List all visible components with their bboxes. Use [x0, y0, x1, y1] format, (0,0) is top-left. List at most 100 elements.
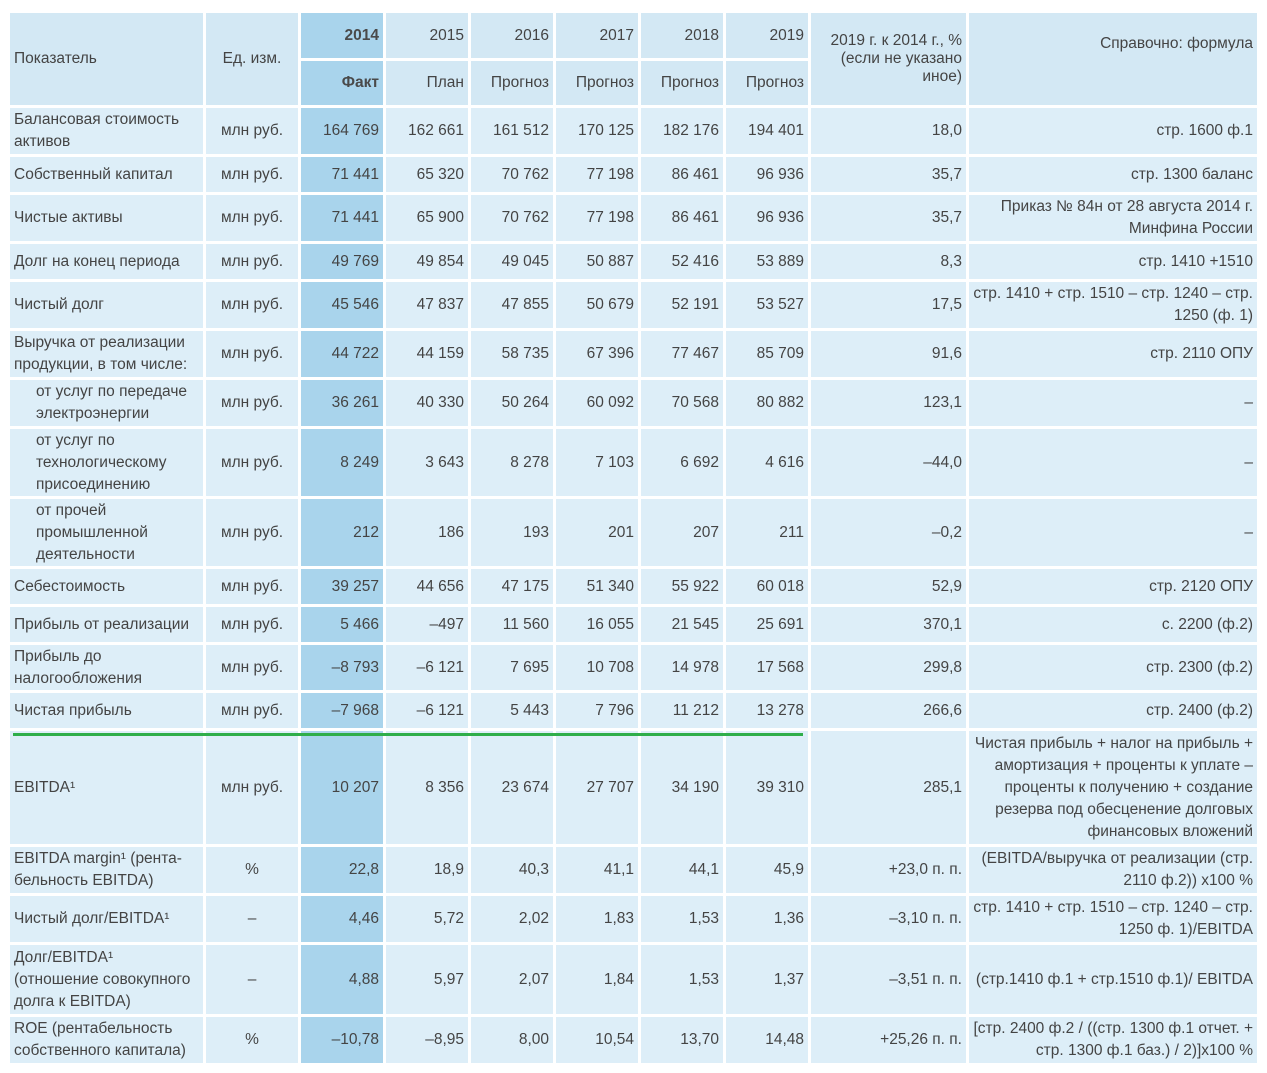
row-value-2014: 8 249 — [301, 429, 383, 496]
row-value-2017: 50 679 — [556, 282, 638, 328]
row-value-2017: 1,83 — [556, 896, 638, 942]
row-value-2015: 5,72 — [386, 896, 468, 942]
table-row: Собственный капитал млн руб. 71 441 65 320 7… — [10, 157, 1257, 192]
row-value-2016: 2,02 — [471, 896, 553, 942]
row-value-2017: 77 198 — [556, 195, 638, 241]
row-value-2018: 13,70 — [641, 1017, 723, 1063]
row-value-2018: 1,53 — [641, 945, 723, 1014]
row-indicator: Долг на конец периода — [10, 244, 203, 279]
row-unit: млн руб. — [206, 607, 298, 642]
row-value-2014: 5 466 — [301, 607, 383, 642]
row-unit: млн руб. — [206, 569, 298, 604]
row-formula: – — [969, 499, 1257, 566]
row-formula: стр. 1410 + стр. 1510 – стр. 1240 – стр.… — [969, 282, 1257, 328]
row-change: +25,26 п. п. — [811, 1017, 966, 1063]
row-value-2017: 51 340 — [556, 569, 638, 604]
row-formula: – — [969, 429, 1257, 496]
row-value-2016: 161 512 — [471, 108, 553, 154]
row-value-2019: 53 889 — [726, 244, 808, 279]
row-value-2019: 1,36 — [726, 896, 808, 942]
row-value-2014: 10 207 — [301, 731, 383, 844]
header-year-2018: 2018 — [641, 13, 723, 58]
row-value-2016: 5 443 — [471, 693, 553, 728]
row-change: 266,6 — [811, 693, 966, 728]
row-change: –3,51 п. п. — [811, 945, 966, 1014]
row-value-2019: 211 — [726, 499, 808, 566]
table-row: Чистая прибыль млн руб. –7 968 –6 121 5 443 7… — [10, 693, 1257, 728]
row-value-2016: 49 045 — [471, 244, 553, 279]
row-indicator: Чистая прибыль — [10, 693, 203, 728]
row-value-2015: 40 330 — [386, 380, 468, 426]
row-value-2019: 4 616 — [726, 429, 808, 496]
row-value-2018: 55 922 — [641, 569, 723, 604]
row-value-2014: 22,8 — [301, 847, 383, 893]
row-unit: % — [206, 847, 298, 893]
row-value-2015: –6 121 — [386, 645, 468, 690]
highlight-underline — [13, 733, 803, 736]
row-indicator: от прочей промышленной деятельности — [10, 499, 203, 566]
row-value-2015: 65 320 — [386, 157, 468, 192]
table-row: Чистый долг/EBITDA¹ –4,46 5,72 2,02 1,83 1,53… — [10, 896, 1257, 942]
table-row: EBITDA¹ млн руб. 10 207 8 356 23 674 27 707 34… — [10, 731, 1257, 844]
row-value-2018: 52 191 — [641, 282, 723, 328]
row-unit: млн руб. — [206, 693, 298, 728]
header-type-2018: Прогноз — [641, 61, 723, 105]
row-indicator: Балансовая стоимость активов — [10, 108, 203, 154]
row-indicator: Выручка от реализации продукции, в том ч… — [10, 331, 203, 377]
row-value-2015: 44 159 — [386, 331, 468, 377]
row-indicator: Себестоимость — [10, 569, 203, 604]
table-row: Выручка от реализации продукции, в том ч… — [10, 331, 1257, 377]
row-value-2015: 49 854 — [386, 244, 468, 279]
header-change: 2019 г. к 2014 г., % (если не указано ин… — [811, 13, 966, 105]
row-value-2017: 27 707 — [556, 731, 638, 844]
row-value-2014: 4,46 — [301, 896, 383, 942]
row-value-2018: 21 545 — [641, 607, 723, 642]
row-formula: Приказ № 84н от 28 августа 2014 г. Минфи… — [969, 195, 1257, 241]
row-value-2016: 7 695 — [471, 645, 553, 690]
row-value-2015: 44 656 — [386, 569, 468, 604]
row-unit: млн руб. — [206, 195, 298, 241]
row-value-2017: 60 092 — [556, 380, 638, 426]
table-row: Себестоимость млн руб. 39 257 44 656 47 175 5… — [10, 569, 1257, 604]
row-value-2019: 13 278 — [726, 693, 808, 728]
row-value-2014: 71 441 — [301, 195, 383, 241]
row-value-2018: 11 212 — [641, 693, 723, 728]
row-indicator: Прибыль от реализации — [10, 607, 203, 642]
row-value-2015: 8 356 — [386, 731, 468, 844]
row-formula: стр. 2110 ОПУ — [969, 331, 1257, 377]
header-year-2019: 2019 — [726, 13, 808, 58]
row-formula: стр. 1600 ф.1 — [969, 108, 1257, 154]
header-year-2016: 2016 — [471, 13, 553, 58]
row-change: +23,0 п. п. — [811, 847, 966, 893]
row-value-2016: 47 855 — [471, 282, 553, 328]
header-unit: Ед. изм. — [206, 13, 298, 105]
row-value-2014: –7 968 — [301, 693, 383, 728]
row-value-2017: 41,1 — [556, 847, 638, 893]
row-value-2018: 86 461 — [641, 157, 723, 192]
row-change: –0,2 — [811, 499, 966, 566]
row-value-2018: 34 190 — [641, 731, 723, 844]
row-value-2018: 182 176 — [641, 108, 723, 154]
row-unit: млн руб. — [206, 244, 298, 279]
row-value-2014: 212 — [301, 499, 383, 566]
row-indicator: EBITDA margin¹ (рента­бельность EBITDA) — [10, 847, 203, 893]
header-type-2016: Прогноз — [471, 61, 553, 105]
row-value-2019: 25 691 — [726, 607, 808, 642]
row-unit: % — [206, 1017, 298, 1063]
row-change: 35,7 — [811, 157, 966, 192]
row-value-2017: 7 103 — [556, 429, 638, 496]
header-year-2015: 2015 — [386, 13, 468, 58]
row-value-2014: 164 769 — [301, 108, 383, 154]
table-row: EBITDA margin¹ (рента­бельность EBITDA)%… — [10, 847, 1257, 893]
row-value-2016: 70 762 — [471, 195, 553, 241]
row-unit: – — [206, 945, 298, 1014]
table-row: ROE (рентабельность собственного капитал… — [10, 1017, 1257, 1063]
row-change: –3,10 п. п. — [811, 896, 966, 942]
row-value-2016: 58 735 — [471, 331, 553, 377]
row-formula: с. 2200 (ф.2) — [969, 607, 1257, 642]
row-change: 17,5 — [811, 282, 966, 328]
row-value-2019: 96 936 — [726, 195, 808, 241]
row-formula: стр. 1300 баланс — [969, 157, 1257, 192]
header-type-2015: План — [386, 61, 468, 105]
indicators-table-container: Показатель Ед. изм. 2014 2015 2016 2017 … — [10, 13, 1257, 1066]
